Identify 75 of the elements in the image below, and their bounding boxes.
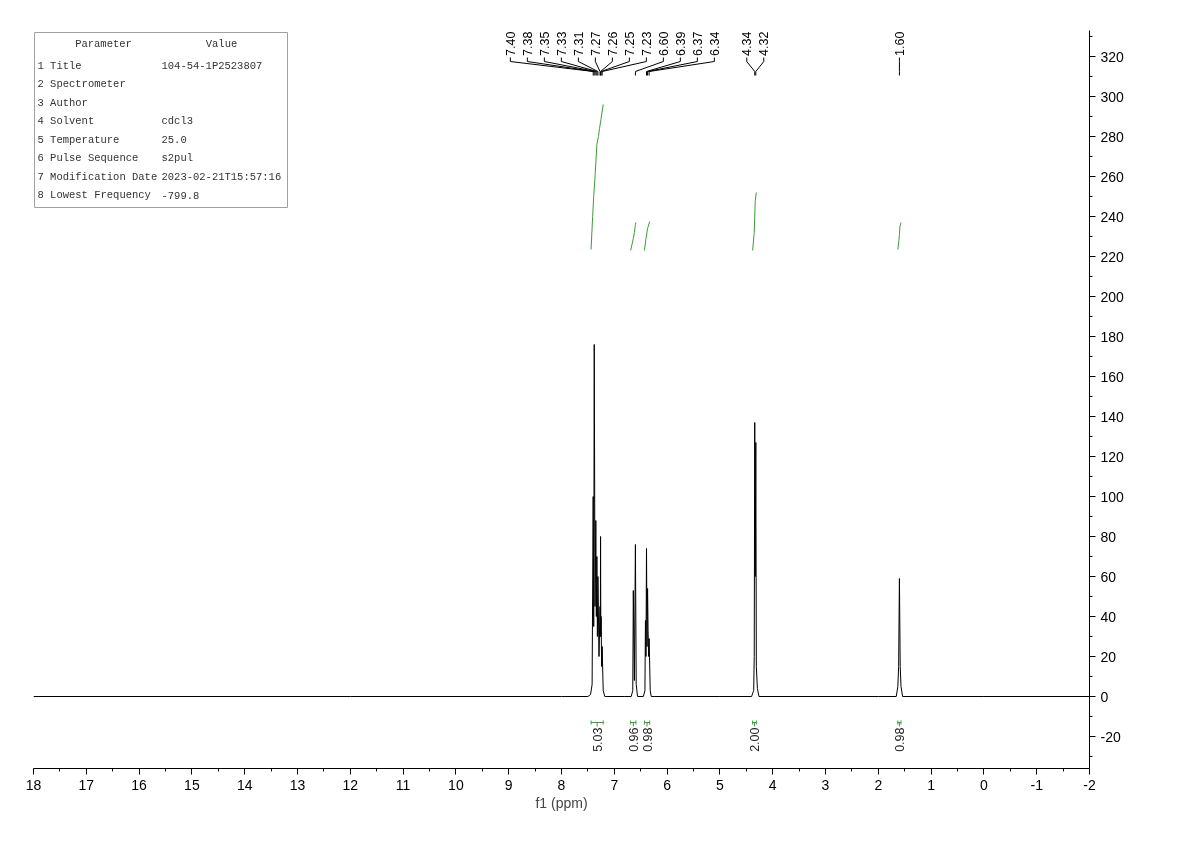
- y-tick-label: 200: [1100, 288, 1125, 305]
- annotation: 2.00: [747, 727, 762, 752]
- x-tick-label: 10: [448, 776, 464, 793]
- x-tick-label: 9: [504, 776, 513, 793]
- annotation: 4.32: [757, 31, 772, 56]
- x-tick-label: 14: [236, 776, 253, 793]
- x-tick-label: 15: [184, 776, 200, 793]
- line-series: [643, 221, 651, 251]
- x-tick-label: 2: [874, 776, 883, 793]
- annotation: 2 Spectrometer: [37, 78, 126, 90]
- y-tick-label: 140: [1100, 408, 1125, 425]
- x-tick-label: -2: [1083, 776, 1096, 793]
- y-tick-label: 80: [1100, 528, 1117, 545]
- x-tick-label: 13: [289, 776, 306, 793]
- x-tick-label: 0: [980, 776, 989, 793]
- x-tick-label: 3: [821, 776, 830, 793]
- annotation: 7.38: [520, 31, 535, 56]
- annotation: 0.98: [892, 727, 907, 752]
- text: 4 Solvent cdcl3: [37, 115, 194, 127]
- y-tick-label: 260: [1100, 168, 1125, 185]
- line-series: [897, 222, 902, 250]
- annotation: 6.34: [707, 31, 722, 56]
- annotation: 7.35: [537, 31, 552, 56]
- line-series: [630, 222, 637, 251]
- annotation: 6.60: [656, 31, 671, 56]
- y-tick-label: 120: [1100, 448, 1125, 465]
- annotation: 7.25: [622, 31, 637, 56]
- y-tick-label: 280: [1100, 128, 1125, 145]
- x-tick-label: 5: [716, 776, 725, 793]
- x-axis-title: f1 (ppm): [535, 794, 588, 811]
- y-tick-label: 60: [1100, 568, 1117, 585]
- annotation: 3 Author: [37, 96, 88, 109]
- text: 5 Temperature 25.0: [37, 133, 187, 146]
- x-tick-label: 18: [25, 776, 42, 793]
- y-tick-label: 100: [1100, 488, 1125, 505]
- annotation: 7.33: [554, 31, 569, 56]
- text: 6 Pulse Sequence s2pul: [37, 152, 194, 164]
- y-tick-label: 0: [1100, 688, 1109, 705]
- y-tick-label: 220: [1100, 248, 1125, 265]
- x-tick-label: -1: [1030, 776, 1044, 793]
- y-tick-label: 320: [1100, 48, 1125, 65]
- x-tick-label: 7: [610, 776, 619, 793]
- annotation: 1.60: [892, 31, 907, 56]
- annotation: 7.23: [639, 31, 654, 56]
- text: Parameter Value: [75, 37, 238, 50]
- annotation: 0.96: [626, 727, 641, 752]
- x-tick-label: 11: [395, 776, 411, 793]
- y-tick-label: 180: [1100, 328, 1125, 345]
- y-tick-label: -20: [1100, 728, 1121, 745]
- annotation: 0.98: [640, 727, 655, 752]
- x-tick-label: 17: [78, 776, 95, 793]
- x-tick-label: 4: [768, 776, 777, 793]
- x-tick-label: 1: [927, 776, 936, 793]
- annotation: 6.39: [673, 31, 688, 56]
- annotation: 5.03: [590, 727, 605, 752]
- annotation: 8 Lowest Frequency -799.8: [37, 189, 200, 202]
- text: 1 Title 104-54-1P2523807: [37, 59, 263, 72]
- y-tick-label: 300: [1100, 88, 1125, 105]
- y-tick-label: 160: [1100, 368, 1125, 385]
- x-tick-label: 16: [131, 776, 148, 793]
- x-tick-label: 8: [557, 776, 566, 793]
- annotation: 7.27: [588, 31, 603, 56]
- annotation: 4.34: [740, 31, 755, 56]
- line-series: [590, 104, 604, 250]
- annotation: 6.37: [690, 31, 705, 56]
- x-tick-label: 12: [342, 776, 359, 793]
- annotation: 7.31: [571, 31, 586, 56]
- annotation: 7.26: [605, 31, 620, 56]
- y-tick-label: 40: [1100, 608, 1117, 625]
- line-series: [752, 192, 757, 251]
- y-tick-label: 240: [1100, 208, 1125, 225]
- x-tick-label: 6: [663, 776, 672, 793]
- annotation: 7 Modification Date 2023-02-21T15:57:16: [37, 170, 282, 183]
- annotation: 7.40: [503, 31, 518, 56]
- y-tick-label: 20: [1100, 648, 1117, 665]
